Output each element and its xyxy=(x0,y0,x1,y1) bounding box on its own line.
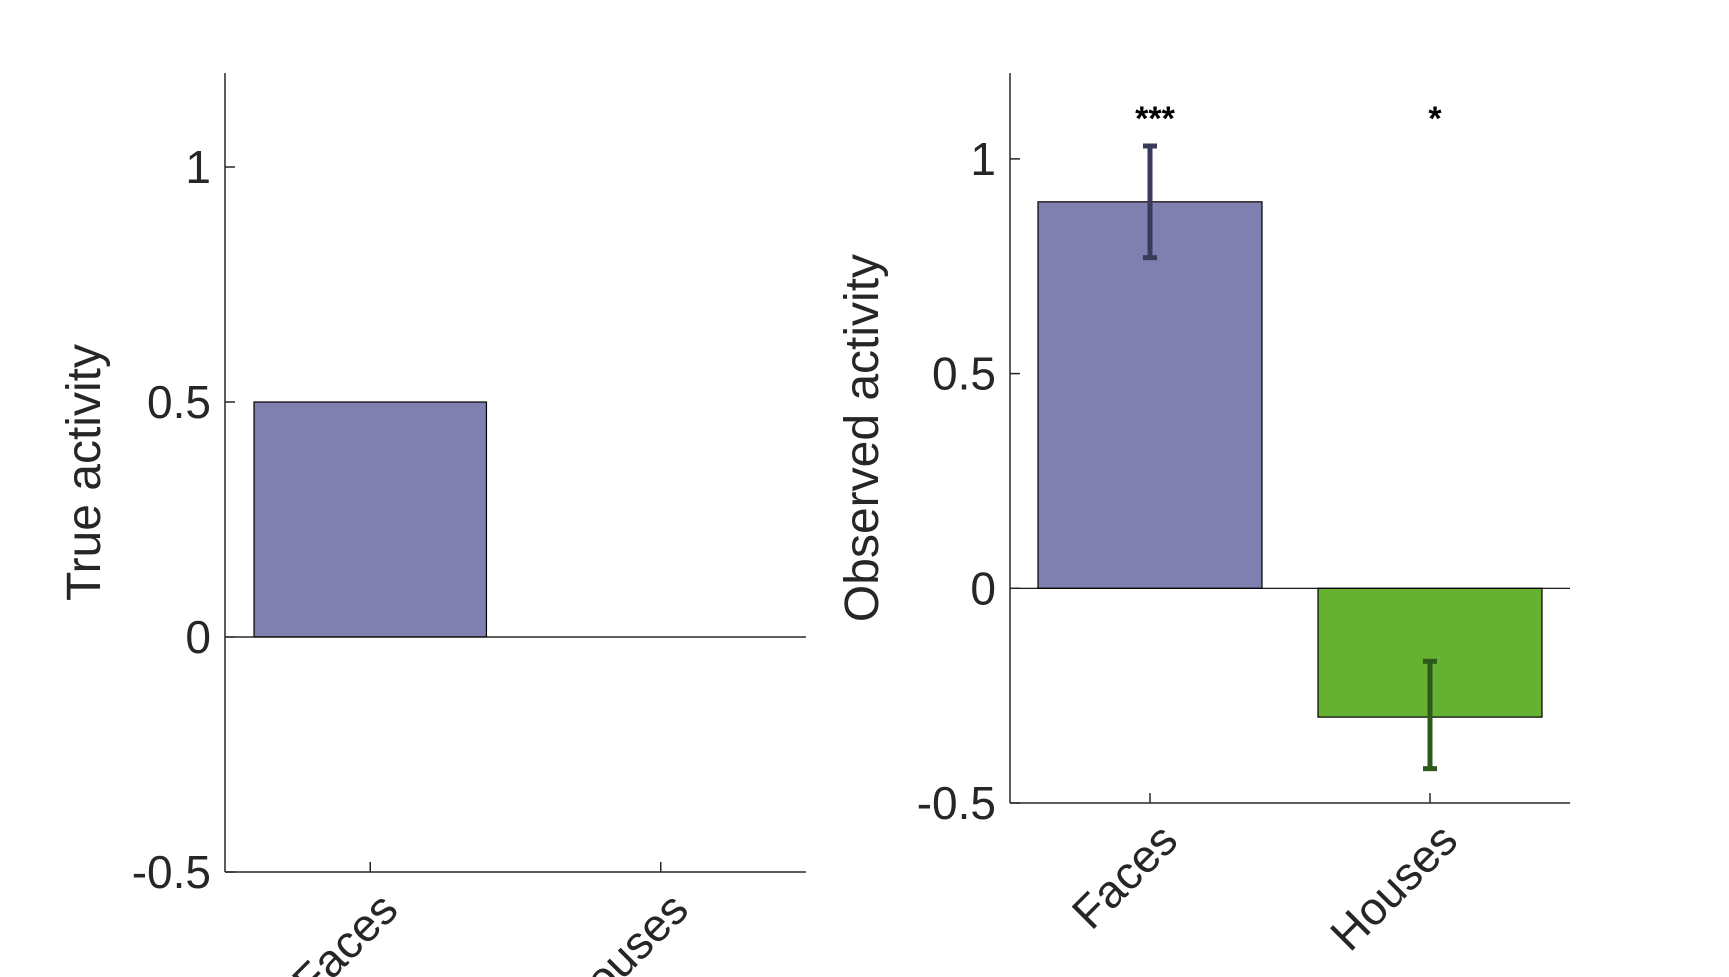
bar-faces xyxy=(1037,201,1263,589)
y-axis-label: Observed activity xyxy=(836,254,889,622)
true-activity-panel: -0.5 0 0.5 1 Faces Houses True activity xyxy=(58,73,806,977)
bar-faces xyxy=(253,401,488,638)
significance-marker: *** xyxy=(1135,100,1175,138)
x-tick-label-houses: Houses xyxy=(551,882,698,977)
y-tick-label: 0.5 xyxy=(147,376,211,428)
x-tick-label-faces: Faces xyxy=(282,882,407,977)
y-tick-label: 1 xyxy=(185,141,211,193)
y-tick-label: 0 xyxy=(185,611,211,663)
significance-marker: * xyxy=(1428,100,1442,138)
y-axis-label: True activity xyxy=(58,344,111,601)
x-tick-label-faces: Faces xyxy=(1062,813,1187,938)
y-tick-label: 0 xyxy=(970,562,996,614)
y-tick-label: -0.5 xyxy=(132,846,211,898)
y-tick-label: -0.5 xyxy=(917,777,996,829)
x-tick-label-houses: Houses xyxy=(1320,813,1467,960)
y-tick-label: 1 xyxy=(970,133,996,185)
y-tick-label: 0.5 xyxy=(932,348,996,400)
